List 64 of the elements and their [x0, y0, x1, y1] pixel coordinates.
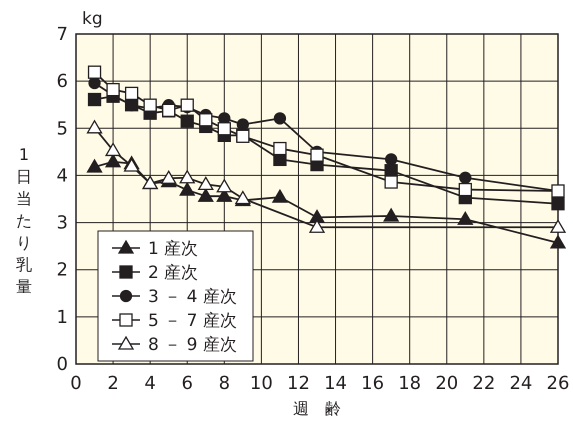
point — [272, 189, 288, 203]
point — [105, 154, 121, 168]
x-tick-label: 18 — [398, 373, 422, 394]
point — [216, 179, 232, 192]
point — [385, 153, 398, 166]
x-tick-label: 14 — [324, 373, 347, 394]
point — [458, 212, 473, 225]
x-tick-label: 22 — [472, 373, 496, 394]
point — [199, 113, 212, 126]
x-tick-label: 24 — [509, 373, 532, 394]
x-tick-label: 12 — [287, 373, 310, 394]
x-tick-label: 8 — [218, 373, 230, 394]
point — [384, 208, 399, 222]
text: kg — [82, 9, 103, 29]
legend-label: 1 産次 — [148, 239, 198, 259]
point — [459, 172, 472, 184]
y-tick-label: 5 — [56, 118, 68, 140]
point — [144, 98, 157, 112]
y-axis-title: 1日当たり乳量 — [16, 145, 32, 296]
point — [86, 159, 102, 173]
point — [458, 182, 472, 196]
point — [180, 170, 195, 184]
point — [88, 92, 102, 106]
point — [309, 220, 325, 233]
point — [180, 182, 195, 196]
x-tick-label: 20 — [435, 373, 458, 394]
point — [550, 235, 566, 248]
y-tick-label: 7 — [56, 24, 68, 45]
point — [86, 120, 102, 134]
y-tick-label: 0 — [56, 354, 68, 375]
point — [198, 188, 214, 202]
legend-label: 8 － 9 産次 — [148, 335, 237, 355]
x-tick-label: 4 — [144, 373, 156, 394]
x-tick-label: 26 — [546, 373, 570, 394]
y-tick-label: 3 — [56, 212, 68, 234]
point — [124, 86, 138, 100]
y-tick-label: 1 — [56, 306, 68, 328]
point — [274, 112, 286, 125]
point — [550, 220, 566, 233]
point — [198, 176, 214, 190]
point — [273, 142, 287, 156]
x-tick-label: 2 — [107, 373, 119, 394]
point — [309, 210, 325, 224]
y-tick-label: 4 — [56, 165, 68, 186]
legend-label: 5 － 7 産次 — [148, 311, 237, 331]
point — [180, 114, 194, 128]
point — [105, 142, 121, 156]
point — [218, 122, 231, 136]
point — [384, 175, 398, 189]
point — [161, 170, 176, 184]
point — [551, 197, 565, 210]
legend-label: 3 － 4 産次 — [148, 287, 237, 307]
y-tick-label: 6 — [56, 71, 68, 92]
x-axis-title: 週 齢 — [293, 399, 341, 418]
point — [88, 66, 102, 79]
point — [106, 82, 120, 96]
legend-label: 2 産次 — [148, 263, 198, 283]
x-tick-label: 0 — [70, 373, 82, 394]
x-tick-label: 16 — [361, 373, 384, 394]
point — [310, 148, 324, 162]
y-tick-label: 2 — [56, 260, 68, 281]
x-tick-label: 10 — [250, 373, 273, 394]
x-tick-label: 6 — [182, 373, 193, 394]
point — [124, 158, 140, 172]
